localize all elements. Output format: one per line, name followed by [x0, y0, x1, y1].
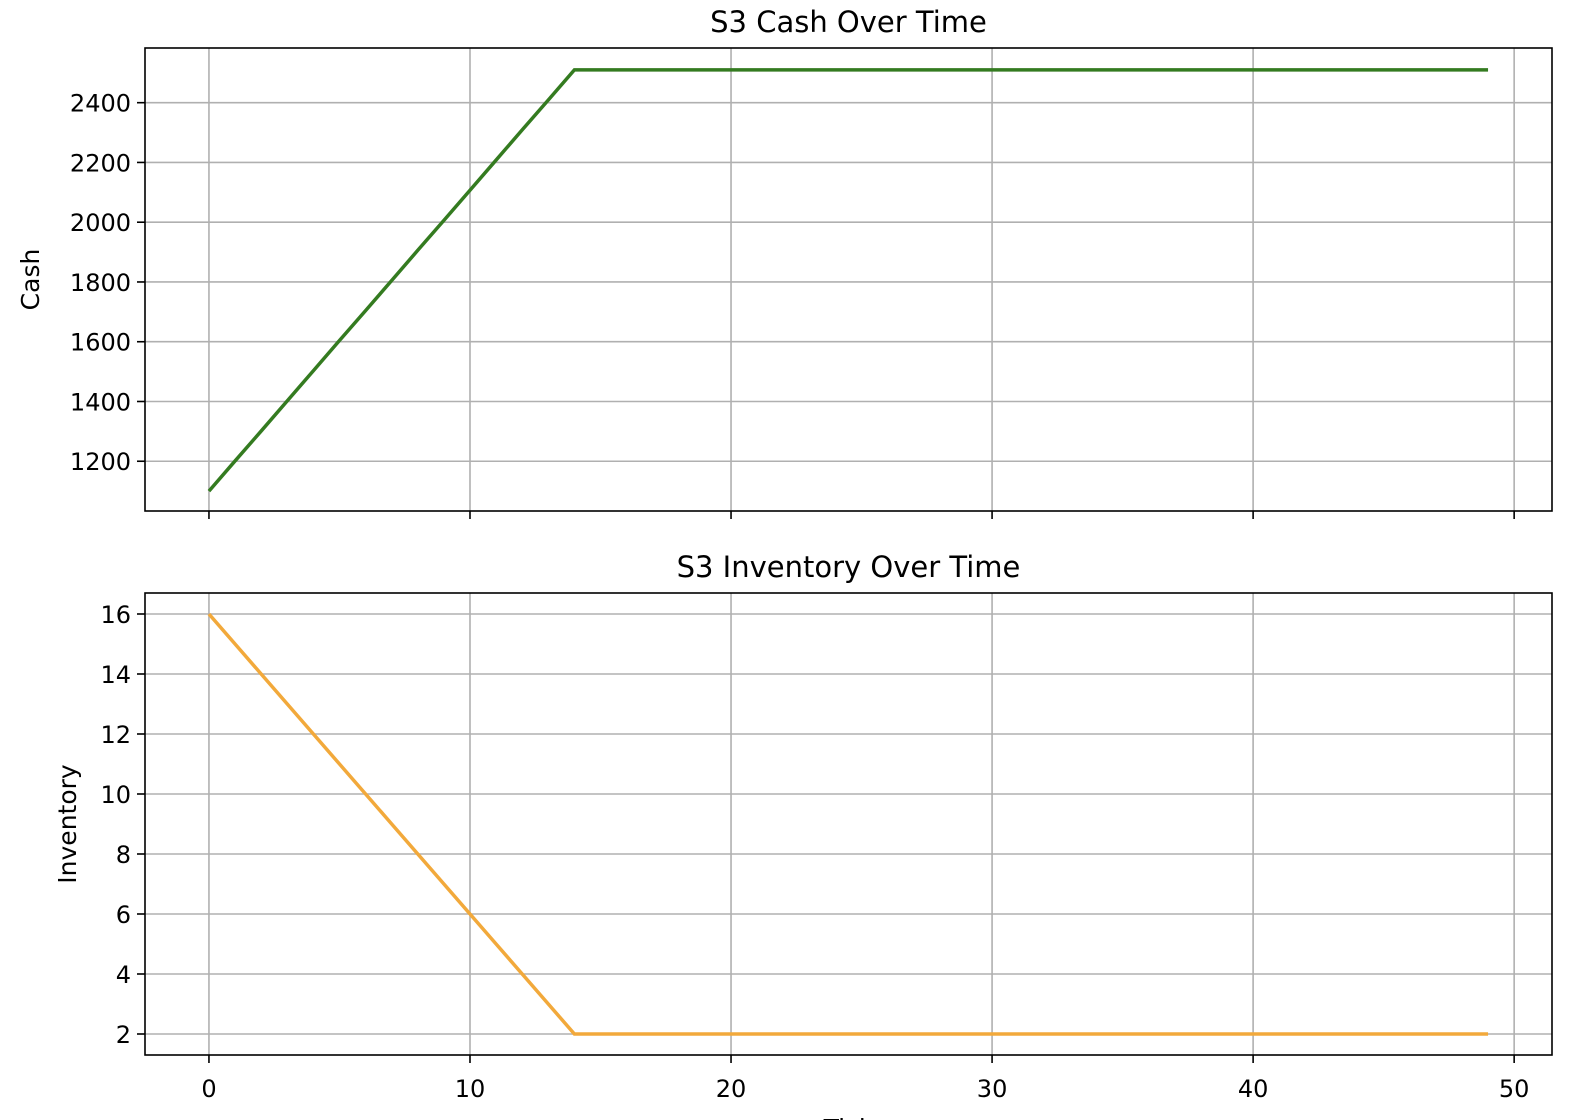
axes-frame [144, 47, 1553, 512]
chart-title: S3 Inventory Over Time [677, 550, 1021, 584]
axes-frame [144, 592, 1553, 1056]
y-tick-label: 16 [100, 601, 131, 629]
y-tick-label: 4 [116, 961, 131, 989]
x-tick-label: 10 [455, 1075, 486, 1103]
y-tick-label: 1200 [70, 448, 131, 476]
y-tick-label: 2200 [70, 149, 131, 177]
y-tick-label: 6 [116, 901, 131, 929]
chart-title: S3 Cash Over Time [710, 5, 987, 39]
x-tick-label: 40 [1238, 1075, 1269, 1103]
y-tick-label: 12 [100, 721, 131, 749]
y-tick-label: 1800 [70, 269, 131, 297]
x-tick-label: 50 [1499, 1075, 1530, 1103]
y-axis-label: Inventory [53, 764, 82, 884]
y-tick-label: 1600 [70, 329, 131, 357]
y-tick-label: 2400 [70, 90, 131, 118]
y-tick-label: 14 [100, 661, 131, 689]
y-tick-label: 2000 [70, 209, 131, 237]
y-tick-label: 2 [116, 1021, 131, 1049]
x-axis-label: Tick [823, 1114, 874, 1120]
y-tick-label: 1400 [70, 388, 131, 416]
data-line [207, 68, 1489, 493]
data-line [207, 612, 1489, 1036]
y-axis-label: Cash [16, 249, 45, 311]
x-tick-label: 0 [201, 1075, 216, 1103]
y-tick-label: 10 [100, 781, 131, 809]
x-tick-label: 20 [716, 1075, 747, 1103]
x-tick-label: 30 [977, 1075, 1008, 1103]
y-tick-label: 8 [116, 841, 131, 869]
